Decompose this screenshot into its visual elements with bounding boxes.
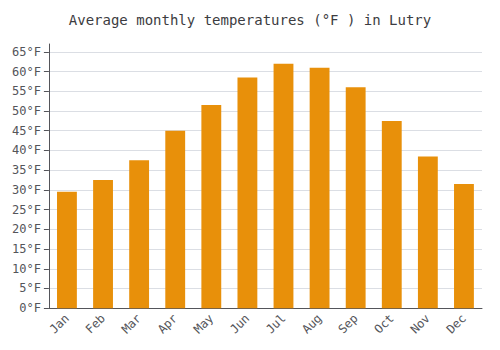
svg-text:15°F: 15°F	[12, 242, 41, 256]
svg-text:50°F: 50°F	[12, 104, 41, 118]
svg-text:20°F: 20°F	[12, 222, 41, 236]
svg-text:Nov: Nov	[408, 311, 433, 336]
svg-text:60°F: 60°F	[12, 65, 41, 79]
svg-text:May: May	[191, 311, 216, 336]
svg-text:Aug: Aug	[299, 311, 324, 336]
svg-text:35°F: 35°F	[12, 163, 41, 177]
svg-text:Mar: Mar	[119, 311, 144, 336]
svg-text:Average monthly temperatures (: Average monthly temperatures (°F ) in Lu…	[69, 12, 431, 28]
svg-text:40°F: 40°F	[12, 143, 41, 157]
svg-text:Oct: Oct	[372, 311, 397, 336]
svg-text:Jul: Jul	[263, 311, 288, 336]
svg-text:Dec: Dec	[444, 311, 469, 336]
svg-text:5°F: 5°F	[19, 281, 41, 295]
svg-text:Feb: Feb	[83, 311, 108, 336]
svg-text:Apr: Apr	[155, 311, 180, 336]
svg-text:45°F: 45°F	[12, 124, 41, 138]
svg-text:30°F: 30°F	[12, 183, 41, 197]
svg-text:55°F: 55°F	[12, 84, 41, 98]
svg-text:25°F: 25°F	[12, 203, 41, 217]
svg-text:Jan: Jan	[47, 311, 72, 336]
svg-text:Jun: Jun	[227, 311, 252, 336]
svg-text:65°F: 65°F	[12, 45, 41, 59]
svg-text:Sep: Sep	[335, 311, 360, 336]
svg-text:10°F: 10°F	[12, 262, 41, 276]
svg-text:0°F: 0°F	[19, 301, 41, 315]
